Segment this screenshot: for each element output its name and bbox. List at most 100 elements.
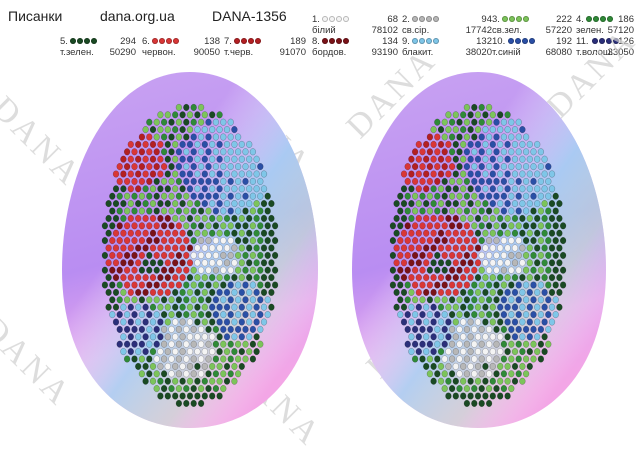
bead xyxy=(441,340,448,348)
bead xyxy=(522,207,530,215)
bead xyxy=(526,333,533,341)
bead xyxy=(179,200,186,208)
bead xyxy=(183,207,190,215)
bead xyxy=(408,244,415,252)
bead xyxy=(456,192,463,200)
bead xyxy=(489,200,496,208)
bead xyxy=(522,163,530,171)
bead xyxy=(116,237,123,245)
bead xyxy=(456,207,463,215)
bead xyxy=(437,303,445,311)
bead xyxy=(552,222,559,230)
bead xyxy=(419,177,426,185)
bead xyxy=(175,296,183,304)
bead xyxy=(127,288,134,296)
bead xyxy=(109,237,116,245)
bead xyxy=(146,281,153,289)
bead xyxy=(508,311,515,319)
egg-right xyxy=(352,72,606,428)
bead xyxy=(515,355,522,363)
bead xyxy=(445,140,452,148)
bead xyxy=(445,288,452,296)
bead xyxy=(419,148,426,156)
bead xyxy=(552,251,559,259)
bead xyxy=(186,348,194,356)
bead xyxy=(157,244,164,252)
bead xyxy=(131,163,138,171)
bead xyxy=(452,200,459,208)
bead xyxy=(445,244,452,252)
bead xyxy=(142,155,149,163)
bead-swatch-icon xyxy=(586,16,613,22)
bead xyxy=(209,362,216,370)
bead xyxy=(467,214,474,222)
bead xyxy=(504,214,511,222)
bead xyxy=(485,399,493,407)
bead xyxy=(160,118,168,126)
bead xyxy=(415,318,422,326)
bead xyxy=(415,288,422,296)
bead xyxy=(545,192,552,200)
bead xyxy=(441,251,448,259)
bead xyxy=(153,177,160,185)
bead xyxy=(231,214,238,222)
bead xyxy=(223,155,231,163)
bead xyxy=(511,318,519,326)
pattern-header: Писанки dana.org.ua DANA-1356 1. 68 білий 7… xyxy=(0,0,640,70)
bead xyxy=(138,207,146,215)
bead xyxy=(430,274,437,282)
bead xyxy=(197,296,205,304)
bead xyxy=(209,111,216,119)
bead xyxy=(460,318,467,326)
bead xyxy=(131,177,138,185)
bead xyxy=(186,318,194,326)
bead xyxy=(242,251,249,259)
bead xyxy=(135,229,142,237)
bead xyxy=(515,237,522,245)
bead xyxy=(234,281,242,289)
bead xyxy=(246,259,253,267)
bead xyxy=(452,229,459,237)
bead xyxy=(534,185,541,193)
bead xyxy=(116,340,123,348)
thread-number: 5. xyxy=(60,36,68,47)
bead xyxy=(508,192,515,200)
bead xyxy=(268,244,275,252)
bead xyxy=(411,177,419,185)
bead xyxy=(504,392,511,400)
bead xyxy=(194,214,201,222)
bead xyxy=(445,362,452,370)
bead xyxy=(197,355,205,363)
bead xyxy=(127,200,134,208)
bead xyxy=(112,274,120,282)
bead xyxy=(209,274,216,282)
bead xyxy=(112,303,120,311)
bead xyxy=(186,244,194,252)
bead xyxy=(556,214,563,222)
bead xyxy=(500,355,508,363)
bead xyxy=(146,133,153,141)
bead xyxy=(463,296,471,304)
bead xyxy=(434,222,441,230)
bead xyxy=(172,185,179,193)
bead xyxy=(534,200,541,208)
bead xyxy=(559,266,567,274)
bead xyxy=(168,222,175,230)
bead xyxy=(231,126,238,134)
bead xyxy=(257,311,264,319)
bead xyxy=(482,214,489,222)
bead xyxy=(493,237,500,245)
bead xyxy=(146,340,153,348)
bead xyxy=(205,118,212,126)
bead xyxy=(260,200,268,208)
bead xyxy=(253,214,260,222)
bead xyxy=(223,288,231,296)
bead xyxy=(504,362,511,370)
bead xyxy=(519,318,526,326)
bead xyxy=(508,177,515,185)
bead xyxy=(212,311,220,319)
bead xyxy=(227,222,234,230)
bead xyxy=(489,244,496,252)
bead xyxy=(197,266,205,274)
bead xyxy=(423,303,430,311)
